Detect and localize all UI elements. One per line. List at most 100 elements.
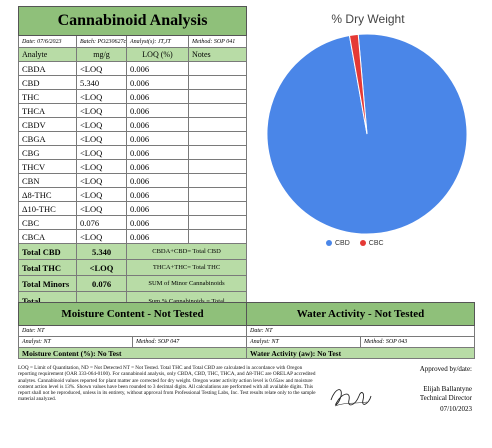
table-row: THC <LOQ 0.006 xyxy=(18,89,248,104)
table-row: CBC 0.076 0.006 xyxy=(18,215,248,230)
approved-label: Approved by/date: xyxy=(419,365,472,373)
analyte-loq: 0.006 xyxy=(126,215,189,230)
analyte-mg: <LOQ xyxy=(76,201,127,216)
analyte-notes xyxy=(187,131,248,146)
footnote: LOQ = Limit of Quantitation, ND = Not De… xyxy=(18,365,316,403)
analyte-name: CBDA xyxy=(18,61,77,76)
moisture-table: Moisture Content - Not Tested Date: NT A… xyxy=(18,302,247,359)
analyte-notes xyxy=(187,117,248,132)
table-row: CBCA <LOQ 0.006 xyxy=(18,229,248,244)
signer-role: Technical Director xyxy=(419,394,472,402)
table-row: THCA <LOQ 0.006 xyxy=(18,103,248,118)
table-row: CBDV <LOQ 0.006 xyxy=(18,117,248,132)
analyte-mg: <LOQ xyxy=(76,103,127,118)
analyte-mg: <LOQ xyxy=(76,187,127,202)
analyte-name: CBDV xyxy=(18,117,77,132)
signer: Elijah Ballantyne Technical Director xyxy=(380,385,472,403)
total-cbd-value: 5.340 xyxy=(76,243,127,260)
analyte-mg: <LOQ xyxy=(76,145,127,160)
analyte-mg: <LOQ xyxy=(76,131,127,146)
analyte-loq: 0.006 xyxy=(126,145,189,160)
analyte-name: CBD xyxy=(18,75,77,90)
analyte-name: CBG xyxy=(18,145,77,160)
col-analyte: Analyte xyxy=(18,47,77,62)
analyte-notes xyxy=(187,159,248,174)
analyte-loq: 0.006 xyxy=(126,229,189,244)
table-row: THCV <LOQ 0.006 xyxy=(18,159,248,174)
analyte-notes xyxy=(187,215,248,230)
water-activity-table: Water Activity - Not Tested Date: NT Ana… xyxy=(245,302,476,359)
analyte-loq: 0.006 xyxy=(126,61,189,76)
total-minors-value: 0.076 xyxy=(76,275,127,292)
analyte-notes xyxy=(187,103,248,118)
signature-icon xyxy=(330,389,372,407)
legend-item-cbc: CBC xyxy=(359,240,384,247)
moisture-date: Date: NT xyxy=(18,325,247,337)
table-row: CBG <LOQ 0.006 xyxy=(18,145,248,160)
col-notes: Notes xyxy=(187,47,248,62)
table-title: Cannabinoid Analysis xyxy=(17,6,248,36)
batch-id: Batch: PO230627cd xyxy=(76,35,127,48)
total-thc-value: <LOQ xyxy=(76,259,127,276)
analyte-name: CBGA xyxy=(18,131,77,146)
analyte-name: Δ8-THC xyxy=(18,187,77,202)
report-date: Date: 07/6/2023 xyxy=(18,35,77,48)
analysts: Analyst(s): JT,JT xyxy=(126,35,189,48)
legend-dot-icon xyxy=(326,240,332,247)
table-row: Δ10-THC <LOQ 0.006 xyxy=(18,201,248,216)
analyte-mg: 5.340 xyxy=(76,75,127,90)
moisture-result: Moisture Content (%): No Test xyxy=(18,347,247,359)
analyte-loq: 0.006 xyxy=(126,117,189,132)
total-cbd-label: Total CBD xyxy=(18,243,77,260)
analyte-name: Δ10-THC xyxy=(18,201,77,216)
analyte-loq: 0.006 xyxy=(126,187,189,202)
pie-slice-cbc xyxy=(348,33,368,135)
analyte-notes xyxy=(187,89,248,104)
analyte-mg: 0.076 xyxy=(76,215,127,230)
table-row: Δ8-THC <LOQ 0.006 xyxy=(18,187,248,202)
signer-name: Elijah Ballantyne xyxy=(423,385,472,393)
analyte-name: THCV xyxy=(18,159,77,174)
legend-dot-icon xyxy=(359,240,366,247)
chart-title: % Dry Weight xyxy=(331,12,405,26)
moisture-analyst: Analyst: NT xyxy=(18,336,133,348)
analyte-notes xyxy=(187,61,248,76)
table-row: CBDA <LOQ 0.006 xyxy=(18,61,248,76)
analyte-notes xyxy=(187,187,248,202)
chart-legend: CBD CBC xyxy=(326,240,384,247)
analyte-loq: 0.006 xyxy=(126,201,189,216)
analyte-mg: <LOQ xyxy=(76,117,127,132)
table-row: CBD 5.340 0.006 xyxy=(18,75,248,90)
analyte-notes xyxy=(187,75,248,90)
analyte-notes xyxy=(187,229,248,244)
legend-label: CBC xyxy=(368,240,384,247)
total-minors-label: Total Minors xyxy=(18,275,77,292)
analyte-mg: <LOQ xyxy=(76,89,127,104)
analyte-loq: 0.006 xyxy=(126,103,189,118)
method: Method: SOP 041 xyxy=(187,35,248,48)
water-result: Water Activity (aw): No Test xyxy=(245,347,476,359)
analyte-loq: 0.006 xyxy=(126,159,189,174)
col-loq: LOQ (%) xyxy=(126,47,189,62)
moisture-method: Method: SOP 047 xyxy=(132,336,247,348)
legend-label: CBD xyxy=(335,240,350,247)
analyte-name: CBCA xyxy=(18,229,77,244)
total-cbd-note: CBDA+CBD= Total CBD xyxy=(125,243,248,260)
water-date: Date: NT xyxy=(245,325,476,337)
analyte-notes xyxy=(187,201,248,216)
water-analyst: Analyst: NT xyxy=(246,336,361,348)
analyte-name: CBC xyxy=(18,215,77,230)
moisture-title: Moisture Content - Not Tested xyxy=(18,302,247,326)
approval-date: 07/10/2023 xyxy=(440,405,472,413)
analyte-notes xyxy=(187,173,248,188)
analyte-mg: <LOQ xyxy=(76,159,127,174)
table-row: CBGA <LOQ 0.006 xyxy=(18,131,248,146)
table-row: CBN <LOQ 0.006 xyxy=(18,173,248,188)
analyte-name: CBN xyxy=(18,173,77,188)
cannabinoid-table: Cannabinoid Analysis Date: 07/6/2023 Bat… xyxy=(17,6,248,321)
analyte-name: THCA xyxy=(18,103,77,118)
analyte-notes xyxy=(187,145,248,160)
analyte-name: THC xyxy=(18,89,77,104)
analyte-loq: 0.006 xyxy=(126,75,189,90)
analyte-loq: 0.006 xyxy=(126,89,189,104)
